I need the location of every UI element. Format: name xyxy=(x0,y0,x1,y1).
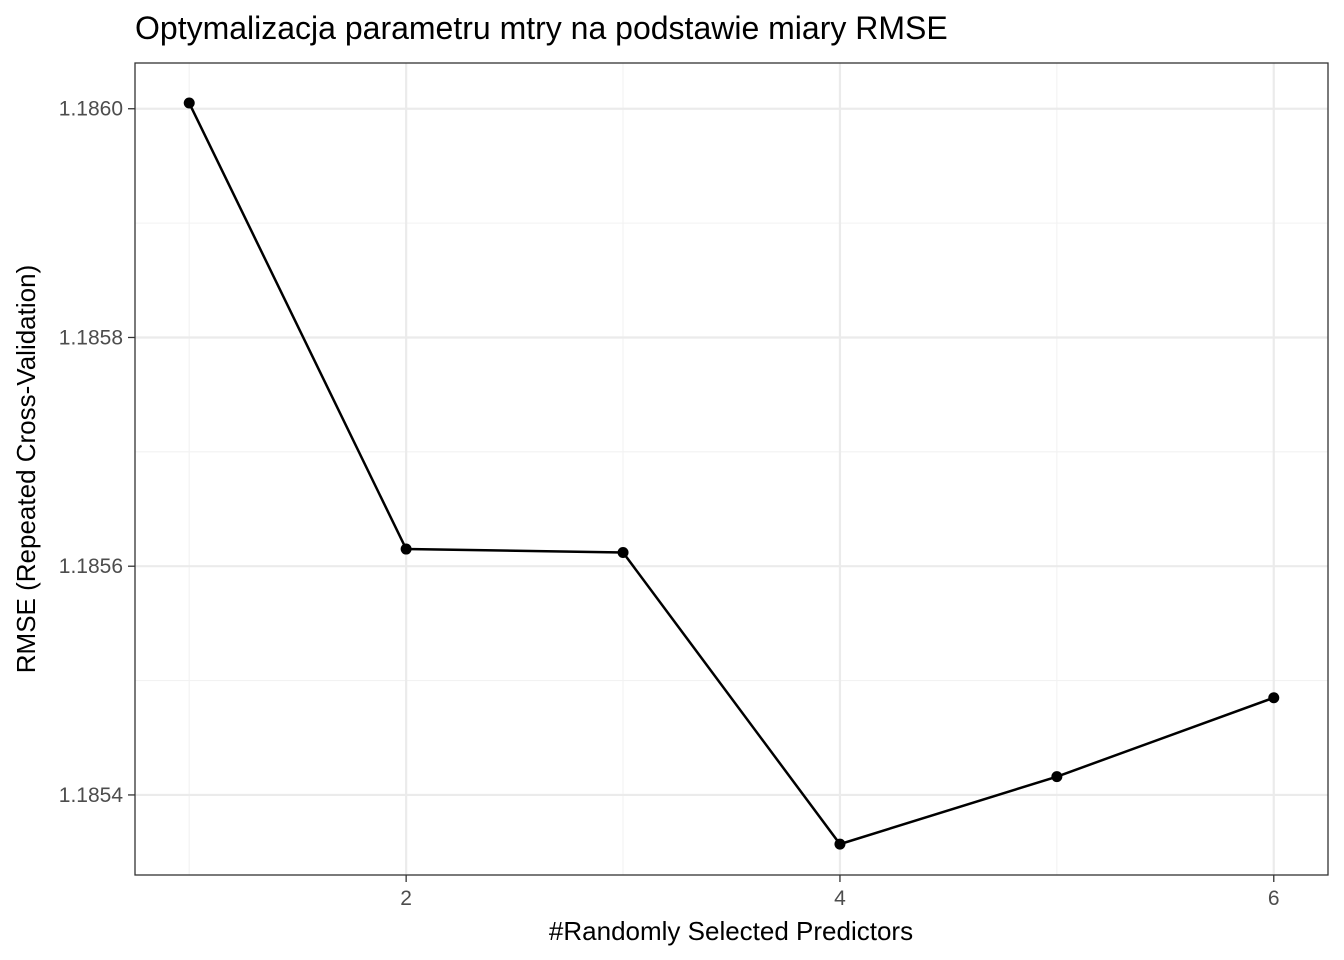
data-point-0-2 xyxy=(617,546,629,558)
panel-border xyxy=(134,62,1329,876)
data-point-0-4 xyxy=(1051,771,1063,783)
y-tick-label-2: 1.1858 xyxy=(59,326,123,349)
x-tick-label-1: 4 xyxy=(834,887,846,910)
x-tick-label-2: 6 xyxy=(1268,887,1280,910)
data-point-0-1 xyxy=(400,543,412,555)
y-tick-label-1: 1.1856 xyxy=(59,555,123,578)
chart-title: Optymalizacja parametru mtry na podstawi… xyxy=(135,10,948,46)
y-axis: 1.1854 1.1856 1.1858 1.1860 xyxy=(59,98,135,807)
x-tick-label-0: 2 xyxy=(400,887,412,910)
series-line-0 xyxy=(188,102,1275,846)
y-tick-label-0: 1.1854 xyxy=(59,784,124,807)
panel-background xyxy=(135,63,1328,875)
y-axis-title: RMSE (Repeated Cross-Validation) xyxy=(11,265,41,673)
series-layer xyxy=(183,97,1280,850)
major-grid xyxy=(135,63,1328,875)
x-axis-title: #Randomly Selected Predictors xyxy=(549,916,913,946)
data-point-0-5 xyxy=(1268,692,1280,704)
x-axis: 2 4 6 xyxy=(400,875,1280,910)
data-point-0-3 xyxy=(834,838,846,850)
minor-grid xyxy=(135,63,1328,875)
data-point-0-0 xyxy=(183,97,195,109)
y-tick-label-3: 1.1860 xyxy=(59,98,123,121)
plot-panel xyxy=(134,62,1329,876)
